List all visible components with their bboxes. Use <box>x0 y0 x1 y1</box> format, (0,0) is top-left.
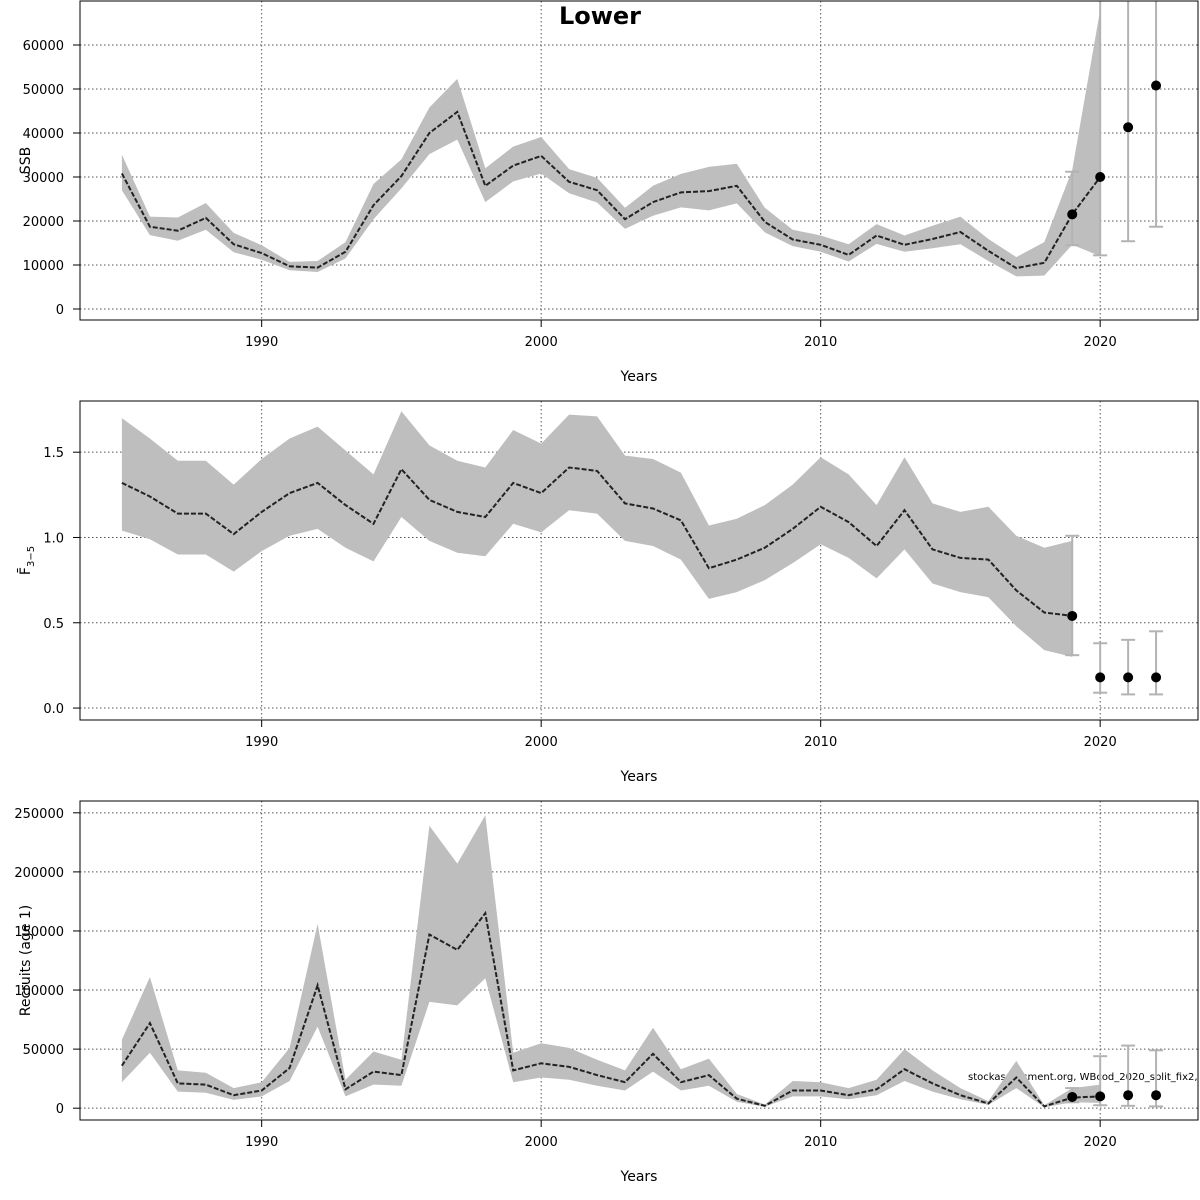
ssb-y-tick-label-1: 10000 <box>23 259 64 274</box>
ssb-x-tick-label-2000: 2000 <box>525 335 558 350</box>
ssb-forecast-errorbar-2022 <box>1149 1 1164 228</box>
fbar-x-tick-label-1990: 1990 <box>245 735 278 750</box>
fbar-x-tick-label-2000: 2000 <box>525 735 558 750</box>
recruits-forecast-point-2020 <box>1095 1091 1106 1102</box>
recruits-x-tick-label-1990: 1990 <box>245 1135 278 1150</box>
fbar-x-tick-label-2010: 2010 <box>804 735 837 750</box>
recruits-y-tick-label-2: 100000 <box>14 984 64 999</box>
ssb-forecast-point-2022 <box>1151 80 1162 91</box>
ssb-plot-frame <box>79 0 1199 321</box>
ssb-forecast-errorbar-2021 <box>1121 1 1136 243</box>
ssb-forecast-point-2021 <box>1123 122 1134 133</box>
recruits-plot-area <box>121 815 1101 1108</box>
fbar-estimate-line <box>121 466 1073 617</box>
ssb-x-axis-title: Years <box>620 369 658 385</box>
recruits-y-tick-label-4: 200000 <box>14 866 64 881</box>
fbar-forecast-point-2022 <box>1151 672 1162 683</box>
ssb-x-tick-label-2020: 2020 <box>1084 335 1117 350</box>
fbar-forecast-point-2020 <box>1095 672 1106 683</box>
chart-title: Lower <box>559 2 641 30</box>
recruits-x-tick-label-2020: 2020 <box>1084 1135 1117 1150</box>
ssb-confidence-band <box>121 9 1101 277</box>
ssb-y-tick-label-6: 60000 <box>23 39 64 54</box>
recruits-x-tick-label-2000: 2000 <box>525 1135 558 1150</box>
ssb-y-tick-label-2: 20000 <box>23 215 64 230</box>
footnote: stockassessment.org, WBcod_2020_split_fi… <box>968 1072 1200 1083</box>
ssb-plot-area <box>121 9 1102 277</box>
ssb-forecast-point-2020 <box>1095 172 1106 182</box>
ssb-y-tick-label-0: 0 <box>56 303 64 318</box>
fbar-forecast-errorbar-2020 <box>1093 642 1108 694</box>
ssb-x-tick-label-2010: 2010 <box>804 335 837 350</box>
fbar-y-tick-label-0: 0.0 <box>43 702 64 717</box>
recruits-forecast-point-2022 <box>1151 1090 1162 1101</box>
fbar-plot-frame <box>79 400 1199 721</box>
recruits-confidence-band <box>121 815 1101 1108</box>
recruits-y-tick-label-5: 250000 <box>14 807 64 822</box>
ssb-estimate-line <box>121 110 1102 270</box>
ssb-forecast-errorbar-2020 <box>1093 1 1108 257</box>
fbar-forecast-point-2021 <box>1123 672 1134 683</box>
recruits-y-tick-label-3: 150000 <box>14 925 64 940</box>
fbar-y-axis-title: F̄3−5 <box>16 546 37 575</box>
recruits-x-axis-title: Years <box>620 1169 658 1185</box>
fbar-forecast-point-2019 <box>1067 610 1078 621</box>
recruits-forecast-point-2021 <box>1123 1090 1134 1101</box>
ssb-y-tick-label-4: 40000 <box>23 127 64 142</box>
ssb-panel: 1990 2000 2010 2020 0 10000 20000 30000 40000 500… <box>18 0 1199 385</box>
fbar-y-tick-label-3: 1.5 <box>43 446 64 461</box>
ssb-x-tick-label-1990: 1990 <box>245 335 278 350</box>
recruits-panel: 1990 2000 2010 2020 0 50000 100000 150000 200000… <box>14 800 1199 1185</box>
ssb-y-tick-label-3: 30000 <box>23 171 64 186</box>
fbar-forecast-errorbar-2021 <box>1121 638 1136 696</box>
fbar-y-tick-label-2: 1.0 <box>43 531 64 546</box>
fbar-forecast-errorbar-2019 <box>1065 534 1080 657</box>
fbar-plot-area <box>121 411 1073 657</box>
recruits-estimate-line <box>121 910 1101 1108</box>
fbar-y-tick-label-1: 0.5 <box>43 617 64 632</box>
ssb-y-axis-title: SSB <box>18 147 34 174</box>
recruits-x-tick-label-2010: 2010 <box>804 1135 837 1150</box>
recruits-forecast-point-2019 <box>1067 1091 1078 1102</box>
recruits-y-tick-label-1: 50000 <box>23 1043 64 1058</box>
recruits-y-tick-label-0: 0 <box>56 1102 64 1117</box>
fbar-forecast-errorbar-2022 <box>1149 630 1164 696</box>
fbar-x-tick-label-2020: 2020 <box>1084 735 1117 750</box>
recruits-plot-frame <box>79 800 1199 1121</box>
fbar-x-axis-title: Years <box>620 769 658 785</box>
ssb-forecast-point-2019 <box>1067 209 1078 220</box>
recruits-y-axis-title: Recruits (age 1) <box>18 905 34 1017</box>
fbar-confidence-band <box>121 411 1073 657</box>
ssb-forecast-errorbar-2019 <box>1065 170 1080 247</box>
ssb-y-tick-label-5: 50000 <box>23 83 64 98</box>
fbar-panel: 1990 2000 2010 2020 0.0 0.5 1.0 1.5 Years F̄3−5 <box>16 400 1199 785</box>
